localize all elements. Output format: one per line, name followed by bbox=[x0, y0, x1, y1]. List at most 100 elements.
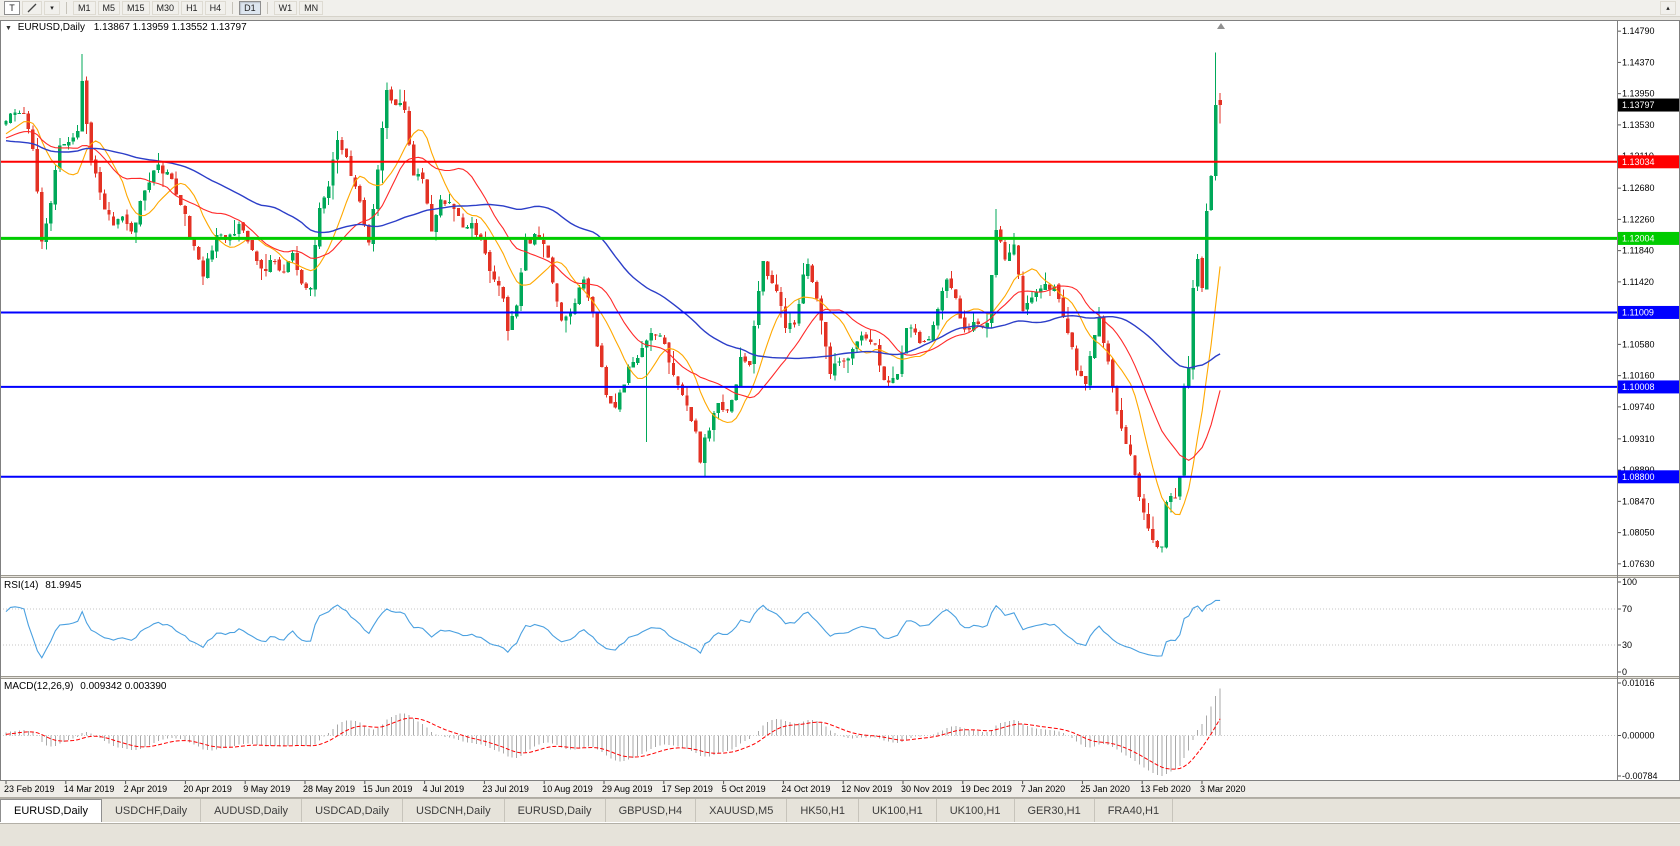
svg-text:0: 0 bbox=[1622, 667, 1627, 677]
svg-text:100: 100 bbox=[1622, 577, 1637, 587]
timeframe-button-m5[interactable]: M5 bbox=[97, 1, 121, 15]
svg-text:12 Nov 2019: 12 Nov 2019 bbox=[841, 784, 892, 794]
svg-text:1.11009: 1.11009 bbox=[1622, 307, 1654, 317]
toolbar-separator bbox=[266, 2, 268, 14]
toolbar-overflow-button[interactable]: ▴ bbox=[1660, 1, 1676, 15]
chart-shift-marker-icon[interactable] bbox=[1217, 23, 1225, 29]
chart-ohlc-values: 1.13867 1.13959 1.13552 1.13797 bbox=[93, 22, 247, 33]
svg-text:25 Jan 2020: 25 Jan 2020 bbox=[1080, 784, 1130, 794]
chart-background bbox=[0, 20, 1680, 798]
chart-tab-10[interactable]: UK100,H1 bbox=[937, 799, 1015, 822]
svg-text:23 Jul 2019: 23 Jul 2019 bbox=[482, 784, 529, 794]
price-line-label bbox=[1618, 470, 1679, 484]
svg-text:70: 70 bbox=[1622, 604, 1632, 614]
timeframe-button-w1[interactable]: W1 bbox=[273, 1, 298, 15]
chart-symbol-label: EURUSD,Daily bbox=[17, 22, 85, 33]
svg-text:1.13530: 1.13530 bbox=[1622, 120, 1655, 130]
svg-text:24 Oct 2019: 24 Oct 2019 bbox=[781, 784, 830, 794]
svg-text:-0.00784: -0.00784 bbox=[1622, 771, 1658, 781]
price-line-label bbox=[1618, 231, 1679, 245]
chart-tab-3[interactable]: USDCAD,Daily bbox=[302, 799, 404, 822]
text-tool-button[interactable]: T bbox=[4, 1, 20, 15]
draw-tool-button[interactable] bbox=[22, 1, 42, 15]
svg-text:10 Aug 2019: 10 Aug 2019 bbox=[542, 784, 593, 794]
svg-text:13 Feb 2020: 13 Feb 2020 bbox=[1140, 784, 1191, 794]
timeframe-button-group: M1 M5 M15 M30 H1 H4 D1 W1 MN bbox=[72, 1, 324, 15]
macd-label: MACD(12,26,9) 0.009342 0.003390 bbox=[4, 681, 166, 692]
panel-splitter[interactable] bbox=[0, 575, 1680, 578]
svg-text:19 Dec 2019: 19 Dec 2019 bbox=[961, 784, 1012, 794]
svg-text:3 Mar 2020: 3 Mar 2020 bbox=[1200, 784, 1246, 794]
chart-tab-8[interactable]: HK50,H1 bbox=[787, 799, 859, 822]
timeframe-button-m30[interactable]: M30 bbox=[151, 1, 180, 15]
macd-signal-line bbox=[5, 717, 1221, 770]
rsi-value: 81.9945 bbox=[45, 580, 82, 591]
svg-text:17 Sep 2019: 17 Sep 2019 bbox=[662, 784, 713, 794]
svg-text:1.08890: 1.08890 bbox=[1622, 465, 1655, 475]
collapse-arrow-icon[interactable]: ▼ bbox=[5, 25, 12, 32]
svg-text:1.13950: 1.13950 bbox=[1622, 89, 1655, 99]
rsi-line bbox=[5, 599, 1221, 659]
chart-tab-7[interactable]: XAUUSD,M5 bbox=[696, 799, 788, 822]
current-price-label bbox=[1618, 98, 1679, 112]
chart-tab-5[interactable]: EURUSD,Daily bbox=[505, 799, 606, 822]
svg-text:1.11420: 1.11420 bbox=[1622, 277, 1654, 287]
timeframe-button-h4[interactable]: H4 bbox=[204, 1, 227, 15]
svg-text:1.12260: 1.12260 bbox=[1622, 214, 1655, 224]
panel-splitter[interactable] bbox=[0, 676, 1680, 679]
toolbar: T ▾ M1 M5 M15 M30 H1 H4 D1 W1 MN ▴ bbox=[0, 0, 1680, 17]
chart-canvas[interactable]: 1.147901.143701.139501.135301.131101.126… bbox=[0, 20, 1680, 798]
ma-mid-line bbox=[5, 130, 1221, 461]
svg-text:5 Oct 2019: 5 Oct 2019 bbox=[722, 784, 766, 794]
chart-tab-bar: EURUSD,Daily USDCHF,Daily AUDUSD,Daily USDC… bbox=[0, 798, 1680, 822]
trendline-icon bbox=[27, 3, 37, 13]
ma-slow-line bbox=[5, 140, 1221, 369]
svg-text:1.13797: 1.13797 bbox=[1622, 100, 1655, 110]
rsi-label: RSI(14) 81.9945 bbox=[4, 580, 81, 591]
chart-tab-12[interactable]: FRA40,H1 bbox=[1095, 799, 1174, 822]
svg-text:14 Mar 2019: 14 Mar 2019 bbox=[64, 784, 115, 794]
toolbar-separator bbox=[66, 2, 67, 14]
timeframe-button-h1[interactable]: H1 bbox=[181, 1, 203, 15]
chart-tab-11[interactable]: GER30,H1 bbox=[1015, 799, 1095, 822]
timeframe-button-mn[interactable]: MN bbox=[299, 1, 324, 15]
chart-tab-1[interactable]: USDCHF,Daily bbox=[102, 799, 202, 822]
chart-tab-4[interactable]: USDCNH,Daily bbox=[403, 799, 505, 822]
svg-text:1.09740: 1.09740 bbox=[1622, 402, 1655, 412]
date-axis: 23 Feb 2019 14 Mar 2019 2 Apr 2019 20 Apr 2… bbox=[4, 780, 1246, 794]
chart-tab-2[interactable]: AUDUSD,Daily bbox=[201, 799, 303, 822]
svg-text:1.10160: 1.10160 bbox=[1622, 371, 1655, 381]
price-line-label bbox=[1618, 305, 1679, 319]
rsi-name: RSI(14) bbox=[4, 580, 39, 591]
chart-tab-9[interactable]: UK100,H1 bbox=[859, 799, 937, 822]
chevron-down-icon: ▾ bbox=[50, 5, 54, 12]
svg-text:20 Apr 2019: 20 Apr 2019 bbox=[183, 784, 232, 794]
svg-text:1.07630: 1.07630 bbox=[1622, 559, 1655, 569]
status-bar bbox=[0, 822, 1680, 846]
svg-text:30: 30 bbox=[1622, 640, 1632, 650]
timeframe-button-d1[interactable]: D1 bbox=[239, 1, 261, 15]
candlestick-series bbox=[4, 52, 1222, 553]
chart-title: ▼ EURUSD,Daily 1.13867 1.13959 1.13552 1… bbox=[5, 22, 247, 33]
chart-tab-6[interactable]: GBPUSD,H4 bbox=[606, 799, 697, 822]
svg-text:28 May 2019: 28 May 2019 bbox=[303, 784, 355, 794]
svg-text:1.12004: 1.12004 bbox=[1622, 233, 1655, 243]
date-axis-strip bbox=[0, 780, 1680, 798]
tool-dropdown-button[interactable]: ▾ bbox=[44, 1, 60, 15]
svg-text:1.14790: 1.14790 bbox=[1622, 26, 1655, 36]
chart-tab-0[interactable]: EURUSD,Daily bbox=[0, 799, 102, 822]
macd-name: MACD(12,26,9) bbox=[4, 681, 74, 692]
svg-text:15 Jun 2019: 15 Jun 2019 bbox=[363, 784, 413, 794]
chevron-up-icon: ▴ bbox=[1666, 5, 1670, 12]
svg-text:7 Jan 2020: 7 Jan 2020 bbox=[1021, 784, 1066, 794]
svg-text:1.11840: 1.11840 bbox=[1622, 246, 1654, 256]
price-line-label bbox=[1618, 155, 1679, 169]
svg-text:0.00000: 0.00000 bbox=[1622, 731, 1655, 741]
svg-text:1.10008: 1.10008 bbox=[1622, 382, 1655, 392]
svg-text:30 Nov 2019: 30 Nov 2019 bbox=[901, 784, 952, 794]
svg-text:1.08470: 1.08470 bbox=[1622, 496, 1655, 506]
svg-text:4 Jul 2019: 4 Jul 2019 bbox=[423, 784, 465, 794]
timeframe-button-m15[interactable]: M15 bbox=[122, 1, 150, 15]
chart-window: 1.147901.143701.139501.135301.131101.126… bbox=[0, 20, 1680, 798]
timeframe-button-m1[interactable]: M1 bbox=[73, 1, 96, 15]
